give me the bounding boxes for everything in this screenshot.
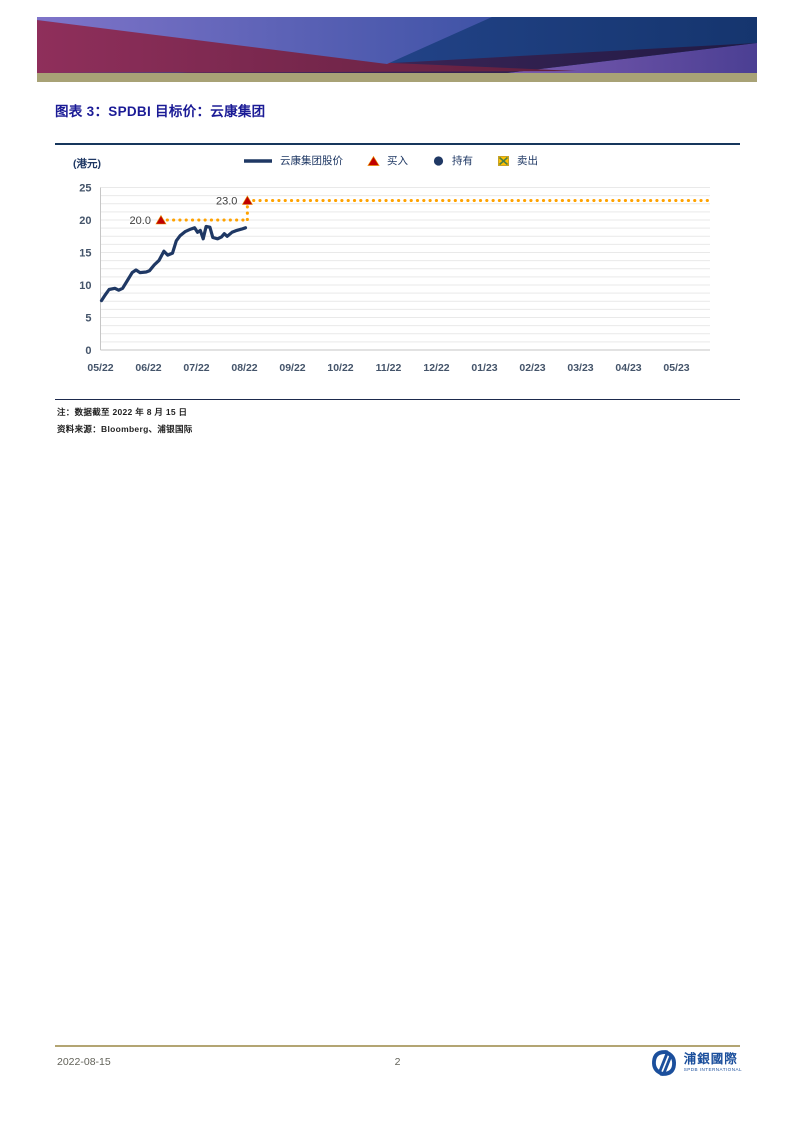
footer-logo: 浦銀國際 SPDB INTERNATIONAL	[649, 1049, 742, 1077]
legend-item-0: 云康集团股价	[243, 153, 343, 168]
y-axis-unit-label: (港元)	[73, 158, 101, 170]
x-tick-label: 09/22	[279, 362, 305, 374]
chart-note: 注：数据截至 2022 年 8 月 15 日	[57, 407, 188, 417]
chart-notes: 注：数据截至 2022 年 8 月 15 日 资料来源：Bloomberg、浦银…	[57, 404, 193, 438]
spdbi-logo-icon	[651, 1050, 676, 1076]
spdbi-logo-text: 浦銀國際 SPDB INTERNATIONAL	[684, 1053, 742, 1072]
legend-label: 卖出	[517, 155, 538, 167]
chart-source: 资料来源：Bloomberg、浦银国际	[57, 424, 193, 434]
target-price-label: 23.0	[216, 195, 237, 207]
x-tick-label: 05/23	[663, 362, 689, 374]
legend-item-1: 买入	[367, 153, 408, 168]
chart-header: (港元) 云康集团股价 买入 持有 卖出	[55, 153, 740, 175]
chart-legend: 云康集团股价 买入 持有 卖出	[243, 153, 538, 168]
x-tick-label: 01/23	[471, 362, 497, 374]
legend-label: 云康集团股价	[280, 155, 343, 167]
price-chart: 0 5 10 15 20 25 05/22 06/22 07/22 08/22 09/22 10/22…	[79, 182, 710, 374]
target-price-label: 20.0	[130, 215, 151, 227]
buy-rating-marker	[241, 195, 253, 205]
footer-date: 2022-08-15	[57, 1056, 111, 1068]
y-tick-label: 5	[85, 312, 91, 324]
line-legend-icon	[244, 158, 272, 163]
x-tick-label: 02/23	[519, 362, 545, 374]
legend-label: 持有	[452, 155, 473, 167]
x-tick-label: 07/22	[183, 362, 209, 374]
circle-legend-icon	[433, 155, 444, 166]
x-tick-label: 08/22	[231, 362, 257, 374]
y-tick-label: 25	[79, 182, 91, 194]
legend-label: 买入	[387, 155, 408, 167]
x-tick-label: 10/22	[327, 362, 353, 374]
y-tick-label: 10	[79, 280, 91, 292]
chart-container: (港元) 云康集团股价 买入 持有 卖出 0 5 10 15 20 25 05/22 06/22 07…	[55, 143, 740, 400]
legend-item-2: 持有	[432, 153, 473, 168]
logo-chinese: 浦銀國際	[683, 1052, 738, 1067]
square-x-legend-icon	[498, 155, 509, 166]
x-tick-label: 06/22	[135, 362, 161, 374]
header-banner	[37, 17, 757, 73]
buy-rating-marker	[155, 214, 167, 225]
x-tick-label: 03/23	[567, 362, 593, 374]
y-tick-label: 15	[79, 247, 91, 259]
banner-graphic	[37, 17, 757, 73]
logo-english: SPDB INTERNATIONAL	[683, 1066, 742, 1072]
banner-khaki-strip	[37, 73, 757, 82]
legend-item-3: 卖出	[497, 153, 538, 168]
y-tick-label: 20	[79, 215, 91, 227]
x-tick-label: 05/22	[87, 362, 113, 374]
y-tick-label: 0	[85, 345, 91, 357]
x-tick-label: 11/22	[376, 362, 402, 374]
x-tick-label: 04/23	[615, 362, 641, 374]
x-tick-label: 12/22	[423, 362, 449, 374]
footer-divider	[55, 1045, 740, 1047]
figure-title: 图表 3：SPDBI 目标价：云康集团	[55, 104, 266, 119]
triangle-legend-icon	[367, 155, 380, 166]
footer-page-number: 2	[394, 1056, 401, 1068]
